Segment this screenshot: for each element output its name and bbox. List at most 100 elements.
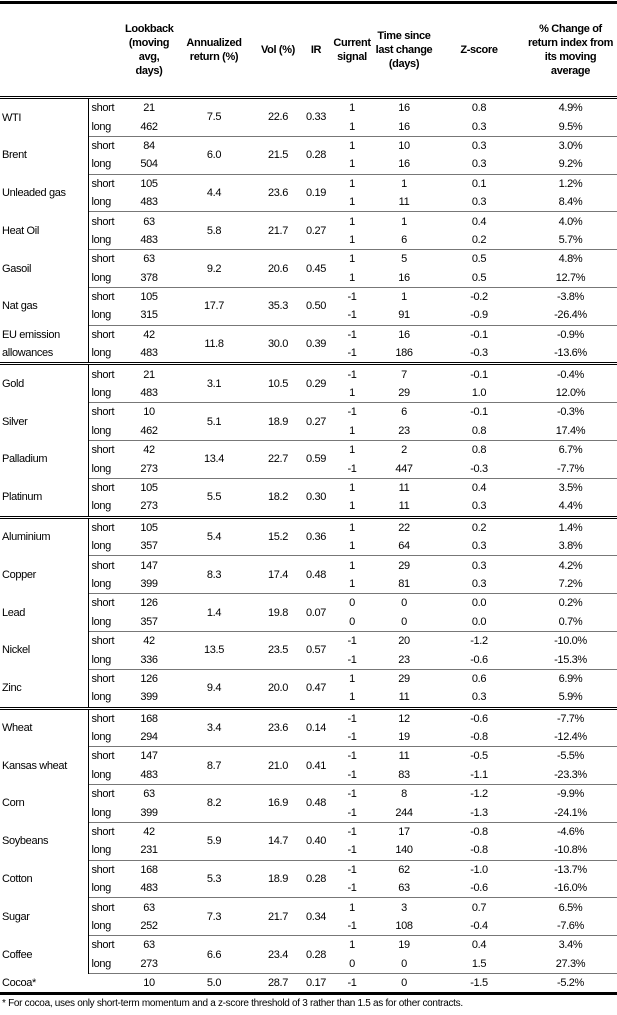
- pct-change-cell: 9.5%: [558, 120, 583, 133]
- lookback-cell: 294: [140, 731, 158, 744]
- table-row: WTI short 21 7.5 22.6 0.33 1 16 0.8 4.9%: [0, 97, 617, 137]
- pct-change-cell: -0.4%: [524, 362, 617, 384]
- term-cell: short: [87, 555, 124, 575]
- lookback-cell: 147: [124, 746, 174, 766]
- time-since-change-cell: 6: [401, 233, 407, 246]
- signal-cell: -1: [347, 919, 357, 932]
- lookback-cell: 504: [140, 158, 158, 171]
- commodity-name: Nickel: [2, 644, 30, 657]
- signal-cell: 0: [349, 957, 355, 970]
- ir-cell: 0.28: [302, 859, 330, 898]
- lookback-cell: 273: [140, 500, 158, 513]
- term-cell: long: [87, 727, 124, 747]
- vol-cell: 22.6: [254, 97, 302, 137]
- term-cell: short: [87, 746, 124, 766]
- pct-change-cell: 4.9%: [524, 97, 617, 118]
- time-since-change-cell: 140: [395, 844, 413, 857]
- vol-cell: 21.7: [254, 211, 302, 250]
- z-score-cell: -0.1: [434, 324, 524, 345]
- table-row: long 273 1 11 0.3 4.4%: [0, 497, 617, 518]
- signal-cell: 1: [349, 233, 355, 246]
- signal-cell: -1: [347, 462, 357, 475]
- commodity-name: Nat gas: [2, 300, 38, 313]
- lookback-cell: 357: [140, 540, 158, 553]
- term-cell: short: [87, 897, 124, 917]
- pct-change-cell: -15.3%: [554, 653, 587, 666]
- annualized-return-cell: 6.6: [174, 935, 254, 974]
- ir-cell: 0.39: [302, 324, 330, 364]
- pct-change-cell: -13.7%: [524, 859, 617, 880]
- commodity-name: Unleaded gas: [2, 186, 66, 199]
- term-cell: short: [87, 593, 124, 613]
- time-since-change-cell: 6: [374, 402, 434, 422]
- ir-cell: 0.45: [302, 249, 330, 288]
- ir-cell: 0.19: [302, 173, 330, 212]
- header-lookback: Lookback (moving avg, days): [124, 2, 174, 99]
- lookback-cell: 462: [140, 120, 158, 133]
- pct-change-cell: -23.3%: [554, 768, 587, 781]
- commodity-name: Gold: [0, 362, 88, 403]
- time-since-change-cell: 19: [374, 935, 434, 955]
- commodity-name: Soybeans: [2, 835, 49, 848]
- pct-change-cell: -9.9%: [524, 784, 617, 804]
- pct-change-cell: -10.8%: [554, 844, 587, 857]
- time-since-change-cell: 11: [374, 746, 434, 766]
- annualized-return-cell: 9.2: [174, 249, 254, 288]
- commodity-name: Lead: [2, 606, 26, 619]
- time-since-change-cell: 0: [374, 593, 434, 613]
- z-score-cell: -0.1: [434, 362, 524, 384]
- table-row: Cocoa* 10 5.0 28.7 0.17 -1 0 -1.5 -5.2%: [0, 972, 617, 996]
- signal-cell: 1: [349, 271, 355, 284]
- term-cell: short: [87, 630, 124, 651]
- signal-cell: -1: [330, 324, 374, 345]
- term-cell: short: [87, 515, 124, 537]
- term-cell: long: [87, 497, 124, 518]
- pct-change-cell: -12.4%: [554, 731, 587, 744]
- pct-change-cell: 1.2%: [524, 173, 617, 193]
- table-row: Platinum short 105 5.5 18.2 0.30 1 11 0.4 3.5%: [0, 477, 617, 518]
- commodity-name: EU emission allowances: [2, 328, 60, 359]
- table-row: long 399 -1 244 -1.3 -24.1%: [0, 803, 617, 823]
- lookback-cell: 315: [140, 309, 158, 322]
- time-since-change-cell: 62: [374, 859, 434, 880]
- term-cell: short: [87, 859, 124, 880]
- pct-change-cell: -7.7%: [524, 706, 617, 728]
- z-score-cell: 0.3: [471, 691, 487, 704]
- lookback-cell: 105: [124, 477, 174, 498]
- signal-cell: 1: [349, 691, 355, 704]
- time-since-change-cell: 1: [374, 286, 434, 307]
- z-score-cell: 0.4: [434, 477, 524, 498]
- time-since-change-cell: 11: [398, 196, 410, 209]
- table-row: long 336 -1 23 -0.6 -15.3%: [0, 650, 617, 670]
- z-score-cell: 0.3: [471, 500, 487, 513]
- z-score-cell: 0.8: [434, 97, 524, 118]
- signal-cell: -1: [330, 286, 374, 307]
- lookback-cell: 357: [140, 615, 158, 628]
- vol-cell: 10.5: [254, 362, 302, 403]
- time-since-change-cell: 16: [374, 324, 434, 345]
- term-cell: long: [87, 344, 124, 364]
- pct-change-cell: 4.0%: [524, 211, 617, 231]
- lookback-cell: 21: [124, 97, 174, 118]
- table-row: Silver short 10 5.1 18.9 0.27 -1 6 -0.1 -0.3%: [0, 402, 617, 441]
- term-cell: short: [87, 173, 124, 193]
- lookback-cell: 378: [140, 271, 158, 284]
- term-cell: short: [87, 935, 124, 955]
- time-since-change-cell: 19: [398, 731, 410, 744]
- annualized-return-cell: 5.3: [174, 859, 254, 898]
- signal-cell: 1: [330, 249, 374, 269]
- z-score-cell: -1.2: [434, 630, 524, 651]
- signal-cell: -1: [347, 653, 357, 666]
- lookback-cell: 105: [124, 286, 174, 307]
- ir-cell: 0.41: [302, 746, 330, 785]
- time-since-change-cell: 186: [395, 347, 413, 360]
- lookback-cell: 147: [124, 555, 174, 575]
- pct-change-cell: 6.5%: [524, 897, 617, 917]
- z-score-cell: 0.1: [434, 173, 524, 193]
- time-since-change-cell: 29: [374, 668, 434, 689]
- annualized-return-cell: 5.5: [174, 477, 254, 518]
- lookback-cell: 126: [124, 593, 174, 613]
- pct-change-cell: -13.6%: [554, 347, 587, 360]
- time-since-change-cell: 3: [374, 897, 434, 917]
- table-row: Unleaded gas short 105 4.4 23.6 0.19 1 1 0.1 1.2%: [0, 173, 617, 212]
